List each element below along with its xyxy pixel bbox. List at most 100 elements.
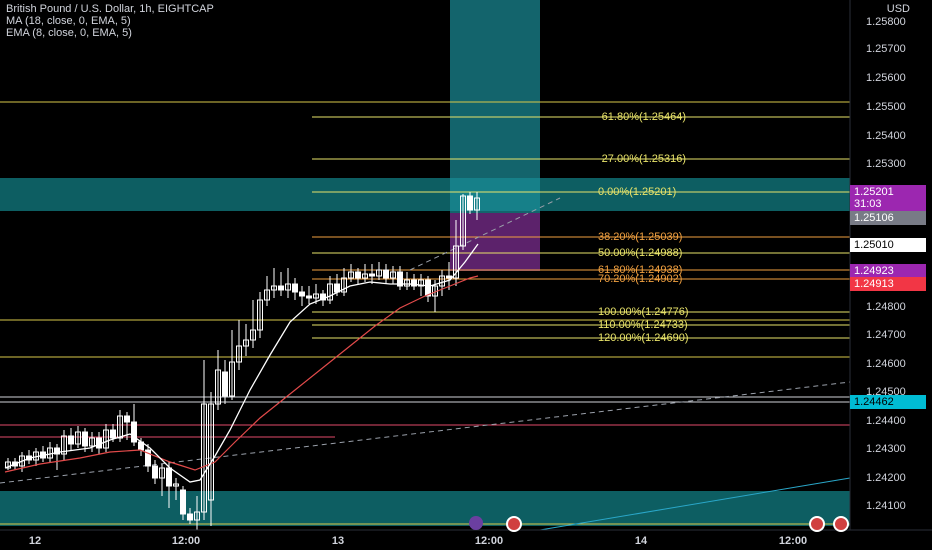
chart-legend: British Pound / U.S. Dollar, 1h, EIGHTCA… [6,3,214,39]
bearish-candle [355,271,361,279]
bearish-candle [278,285,284,291]
bullish-candle [208,403,214,501]
bullish-candle [194,511,200,521]
bullish-candle [285,283,291,291]
fibonacci-retracement [312,116,850,339]
bearish-candle [467,195,473,211]
bullish-candle [257,299,263,331]
fib-level-label: -61.80%(1.25464) [598,111,687,123]
bullish-candle [173,483,179,487]
bearish-candle [68,435,74,445]
bearish-candle [411,279,417,287]
fib-level-label: 120.00%(1.24690) [598,332,689,344]
symbol-title: British Pound / U.S. Dollar, 1h, EIGHTCA… [6,3,214,15]
bullish-candle [75,431,81,445]
time-label: 12:00 [474,535,504,547]
price-tick: 1.25400 [866,130,906,142]
bullish-candle [271,285,277,291]
bearish-candle [180,489,186,515]
supply-demand-zones [0,0,850,526]
bullish-candle [117,415,123,439]
price-tick: 1.24700 [866,329,906,341]
bullish-candle [453,245,459,279]
ema-indicator-label[interactable]: EMA (8, close, 0, EMA, 5) [6,27,132,39]
fib-level-label: 50.00%(1.24988) [598,247,683,259]
bullish-candle [5,461,11,469]
bearish-candle [222,371,228,397]
bullish-candle [313,293,319,299]
bullish-candle [236,345,242,363]
bullish-candle [460,195,466,247]
fib-level-label: -27.00%(1.25316) [598,153,687,165]
bearish-candle [82,431,88,447]
price-tick: 1.24600 [866,358,906,370]
price-badge: 1.25106 [850,211,926,225]
us-flag-event-icon[interactable] [809,516,825,532]
horizontal-levels [0,101,850,525]
us-flag-event-icon[interactable] [833,516,849,532]
price-tick: 1.24800 [866,301,906,313]
ema-line [4,243,479,483]
bullish-candle [103,429,109,449]
bearish-candle [334,283,340,293]
price-tick: 1.25300 [866,158,906,170]
fib-level-label: 100.00%(1.24776) [598,306,689,318]
fib-level-label: 70.20%(1.24902) [598,273,683,285]
time-label: 12:00 [778,535,808,547]
support-zone [0,491,850,526]
bearish-candle [166,467,172,487]
bearish-candle [124,415,130,423]
bearish-candle [320,293,326,301]
time-label: 14 [634,535,648,547]
bullish-candle [159,467,165,479]
current-price-badge: 1.25201 31:03 [850,185,926,211]
time-label: 13 [331,535,345,547]
bearish-candle [369,273,375,277]
price-tick: 1.24200 [866,472,906,484]
time-label: 12 [28,535,42,547]
bullish-candle [362,273,368,279]
bullish-candle [19,455,25,467]
bearish-candle [152,465,158,479]
bullish-candle [61,435,67,455]
fib-level-label: 0.00%(1.25201) [598,186,677,198]
bearish-candle [306,295,312,299]
candlesticks [5,192,480,530]
ma-indicator-label[interactable]: MA (18, close, 0, EMA, 5) [6,15,131,27]
trendlines [0,197,851,531]
price-badge: 1.25010 [850,238,926,252]
resistance-zone [0,178,850,211]
bullish-candle [341,277,347,293]
bullish-candle [418,279,424,287]
price-tick: 1.25700 [866,43,906,55]
us-flag-event-icon[interactable] [506,516,522,532]
currency-label: USD [886,3,910,15]
price-tick: 1.25800 [866,16,906,28]
bearish-candle [397,271,403,287]
bearish-candle [292,283,298,293]
price-tick: 1.24100 [866,500,906,512]
price-badge: 1.24913 [850,277,926,291]
price-badge: 1.24923 [850,264,926,278]
bearish-candle [383,269,389,279]
price-tick: 1.25500 [866,101,906,113]
price-tick: 1.24300 [866,443,906,455]
bullish-candle [215,369,221,405]
bullish-candle [474,197,480,211]
bearish-candle [446,275,452,279]
price-badge: 1.24462 [850,395,926,409]
bullish-candle [89,437,95,447]
bearish-candle [187,513,193,521]
ma-line [4,275,479,473]
price-tick: 1.24400 [866,415,906,427]
bullish-candle [201,403,207,513]
bullish-candle [327,283,333,301]
bearish-candle [54,447,60,455]
bearish-candle [425,279,431,297]
lightning-event-icon[interactable] [469,516,483,530]
current-price: 1.25201 [854,186,894,198]
candle-countdown: 31:03 [854,198,882,210]
bearish-candle [131,421,137,443]
bullish-candle [404,279,410,287]
